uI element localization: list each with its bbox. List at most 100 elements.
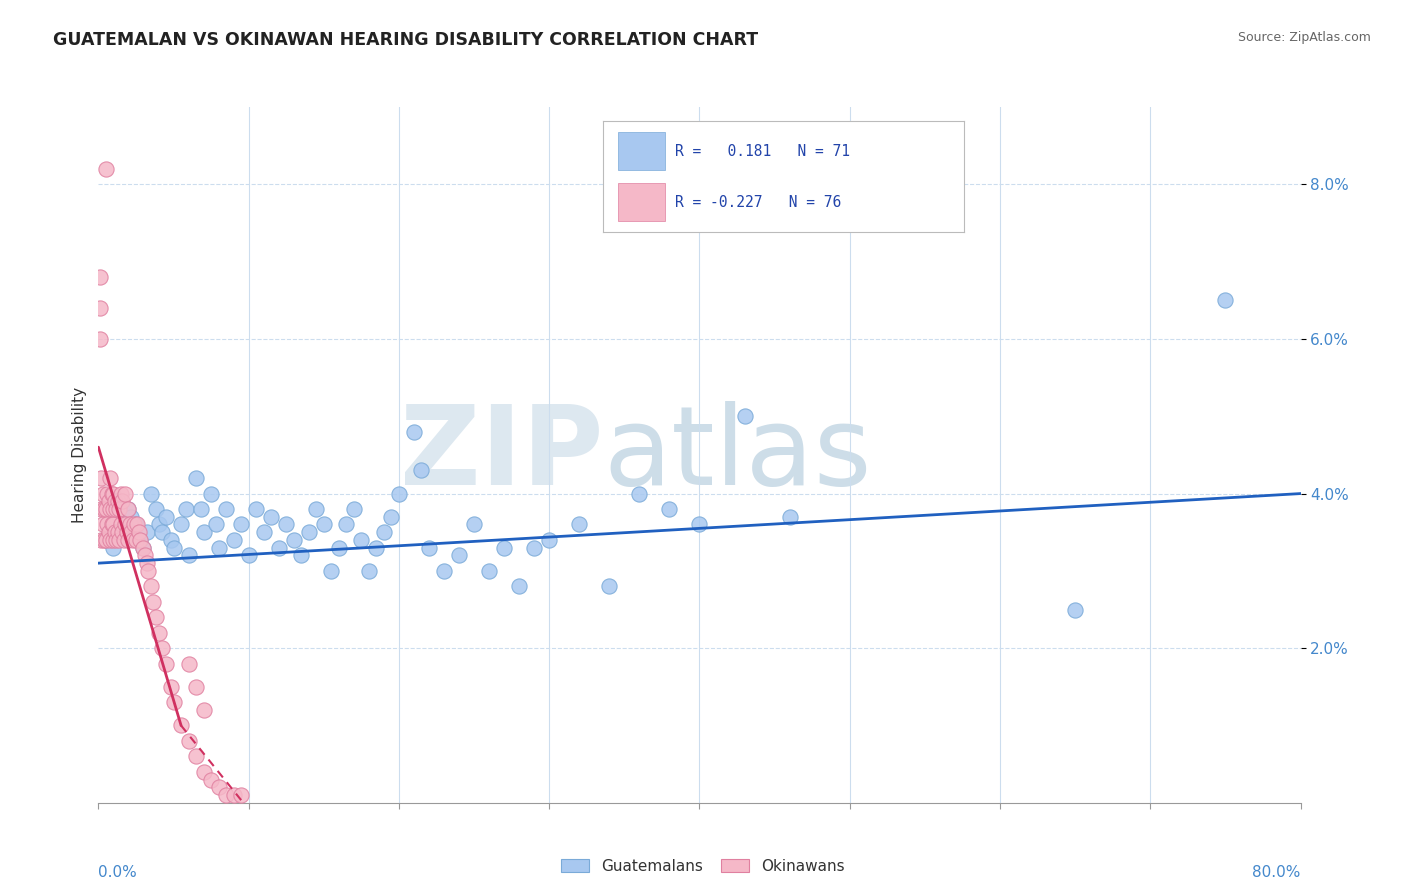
Point [366,541,388,555]
Point [222,788,245,802]
Point [117,533,139,547]
Point [260,509,283,524]
Point [104,494,127,508]
Point [93,533,115,547]
Point [343,502,366,516]
Point [411,463,433,477]
Point [283,533,305,547]
Point [96,517,118,532]
Point [135,556,157,570]
Point [463,517,485,532]
Point [121,525,143,540]
Text: ZIP: ZIP [399,401,603,508]
Point [402,425,425,439]
Point [105,533,128,547]
Point [117,502,139,516]
Point [114,517,136,532]
Point [1215,293,1237,308]
Point [159,533,181,547]
Legend: Guatemalans, Okinawans: Guatemalans, Okinawans [555,853,851,880]
Point [121,509,143,524]
Point [150,525,173,540]
Text: 80.0%: 80.0% [1253,864,1301,880]
Point [335,517,357,532]
Point [136,564,159,578]
Point [94,161,117,176]
Point [122,533,145,547]
Point [110,486,132,500]
Point [193,525,215,540]
Point [170,718,193,732]
Point [94,533,117,547]
Point [103,533,125,547]
Point [132,541,155,555]
Point [125,517,148,532]
Point [112,533,135,547]
Point [388,486,411,500]
Point [598,579,620,593]
Point [90,533,112,547]
Text: Source: ZipAtlas.com: Source: ZipAtlas.com [1237,31,1371,45]
Point [162,695,184,709]
Point [276,517,298,532]
Point [111,525,134,540]
Point [117,502,139,516]
Point [200,772,222,787]
Point [184,471,207,485]
Point [184,680,207,694]
Point [110,525,132,540]
Point [93,502,115,516]
Point [177,734,200,748]
Point [155,657,177,671]
Point [238,549,260,563]
Point [103,517,125,532]
Point [174,502,197,516]
Point [838,216,860,230]
Point [89,270,111,285]
Point [177,549,200,563]
Point [231,517,253,532]
Point [108,502,131,516]
Point [132,541,155,555]
Point [321,564,343,578]
Point [245,502,267,516]
Point [478,564,501,578]
Point [568,517,591,532]
Point [628,486,651,500]
Point [298,525,321,540]
Point [89,301,111,315]
Point [538,533,561,547]
Point [145,610,167,624]
Point [107,525,129,540]
Point [90,502,112,516]
Point [134,549,156,563]
Point [101,517,124,532]
Point [91,486,114,500]
Point [105,502,128,516]
Point [170,517,193,532]
Point [118,517,141,532]
Point [94,533,117,547]
Point [100,533,122,547]
Point [108,533,131,547]
Point [328,541,350,555]
Point [124,517,146,532]
Point [97,525,120,540]
Point [204,517,226,532]
Point [523,541,546,555]
Point [150,641,173,656]
Point [447,549,470,563]
Point [125,533,148,547]
Point [433,564,456,578]
Point [115,525,138,540]
Point [1064,602,1087,616]
Point [155,509,177,524]
Point [129,533,152,547]
Point [103,502,125,516]
Point [231,788,253,802]
Point [111,494,134,508]
Point [508,579,530,593]
Point [253,525,276,540]
Point [215,502,238,516]
Point [305,502,328,516]
